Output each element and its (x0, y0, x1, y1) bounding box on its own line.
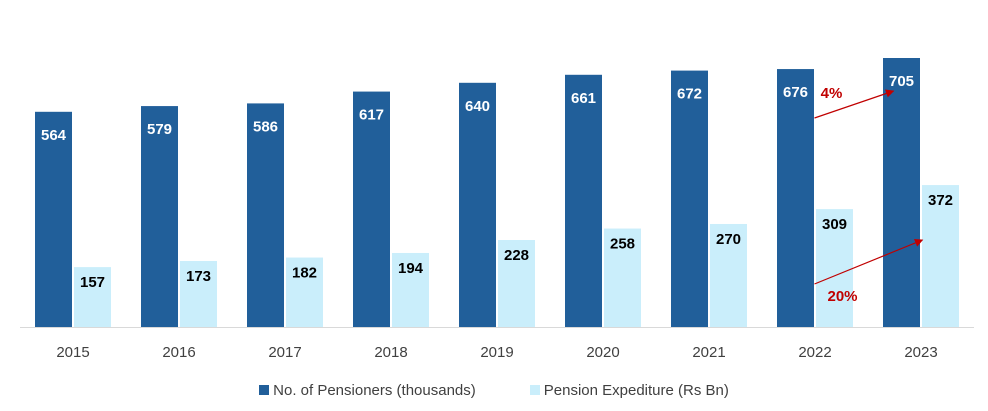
growth-annotation-1: 20% (827, 288, 857, 305)
bar-expenditure-2016 (180, 260, 217, 327)
bar-expenditure-2021 (710, 223, 747, 327)
bar-pensioners-2016 (141, 106, 178, 327)
data-label-expenditure-2015: 157 (80, 274, 105, 291)
bar-pensioners-2015 (35, 111, 72, 327)
x-tick-labels: 2015 2016 2017 2018 2019 2020 2021 2022 2023 (56, 344, 937, 361)
legend-swatch-pensioners (259, 385, 270, 395)
x-tick-label-2016: 2016 (162, 344, 195, 361)
bar-pensioners-2018 (353, 91, 390, 328)
bar-expenditure-2022 (816, 209, 853, 327)
bar-expenditure-2015 (74, 267, 111, 327)
legend-label-expenditure: Pension Expediture (Rs Bn) (543, 381, 729, 399)
x-tick-label-2017: 2017 (268, 344, 301, 361)
annotations: 4% 20% (814, 85, 924, 305)
legend-item-expenditure: Pension Expediture (Rs Bn) (529, 381, 729, 399)
bar-pensioners-2019 (459, 82, 496, 327)
growth-annotation-0: 4% (821, 85, 843, 102)
bar-expenditure-2023 (922, 185, 959, 327)
bar-chart: 564 157 579 173 586 182 617 194 640 228 661 258 672 2… (20, 58, 974, 361)
data-label-expenditure-2023: 372 (928, 192, 953, 209)
data-label-expenditure-2016: 173 (186, 268, 211, 285)
legend-label-pensioners: No. of Pensioners (thousands) (273, 381, 476, 399)
data-label-expenditure-2018: 194 (398, 260, 424, 277)
data-label-pensioners-2023: 705 (889, 73, 914, 90)
x-tick-label-2021: 2021 (692, 344, 725, 361)
growth-arrow-0 (814, 89, 895, 119)
data-label-pensioners-2016: 579 (147, 121, 172, 138)
bar-pensioners-2020 (565, 74, 602, 327)
x-tick-label-2022: 2022 (798, 344, 831, 361)
bar-pensioners-2021 (671, 70, 708, 327)
legend-item-pensioners: No. of Pensioners (thousands) (259, 382, 476, 399)
data-label-expenditure-2017: 182 (292, 265, 317, 282)
data-label-expenditure-2022: 309 (822, 216, 847, 233)
x-tick-label-2018: 2018 (374, 344, 407, 361)
data-label-pensioners-2018: 617 (359, 107, 384, 124)
bar-expenditure-2020 (604, 228, 641, 327)
bar-expenditure-2017 (286, 257, 323, 327)
bar-pensioners-2017 (247, 103, 284, 327)
data-label-expenditure-2021: 270 (716, 231, 741, 248)
data-label-pensioners-2021: 672 (677, 86, 702, 103)
legend-swatch-expenditure (529, 385, 540, 395)
x-tick-label-2023: 2023 (904, 344, 937, 361)
data-label-pensioners-2017: 586 (253, 118, 278, 135)
x-tick-label-2015: 2015 (56, 344, 89, 361)
data-label-pensioners-2015: 564 (41, 127, 67, 144)
x-tick-label-2019: 2019 (480, 344, 513, 361)
data-label-pensioners-2022: 676 (783, 84, 808, 101)
bar-pensioners-2023 (883, 58, 920, 327)
bar-expenditure-2018 (392, 252, 429, 327)
bar-pensioners-2022 (777, 69, 814, 327)
data-label-expenditure-2020: 258 (610, 236, 635, 253)
legend: No. of Pensioners (thousands) Pension Ex… (0, 378, 988, 402)
data-label-pensioners-2019: 640 (465, 98, 490, 115)
data-label-expenditure-2019: 228 (504, 247, 529, 264)
bar-expenditure-2019 (498, 240, 535, 327)
x-tick-label-2020: 2020 (586, 344, 619, 361)
bars-group: 564 157 579 173 586 182 617 194 640 228 661 258 672 2… (35, 58, 959, 328)
growth-arrow-1 (814, 238, 924, 285)
data-label-pensioners-2020: 661 (571, 90, 596, 107)
